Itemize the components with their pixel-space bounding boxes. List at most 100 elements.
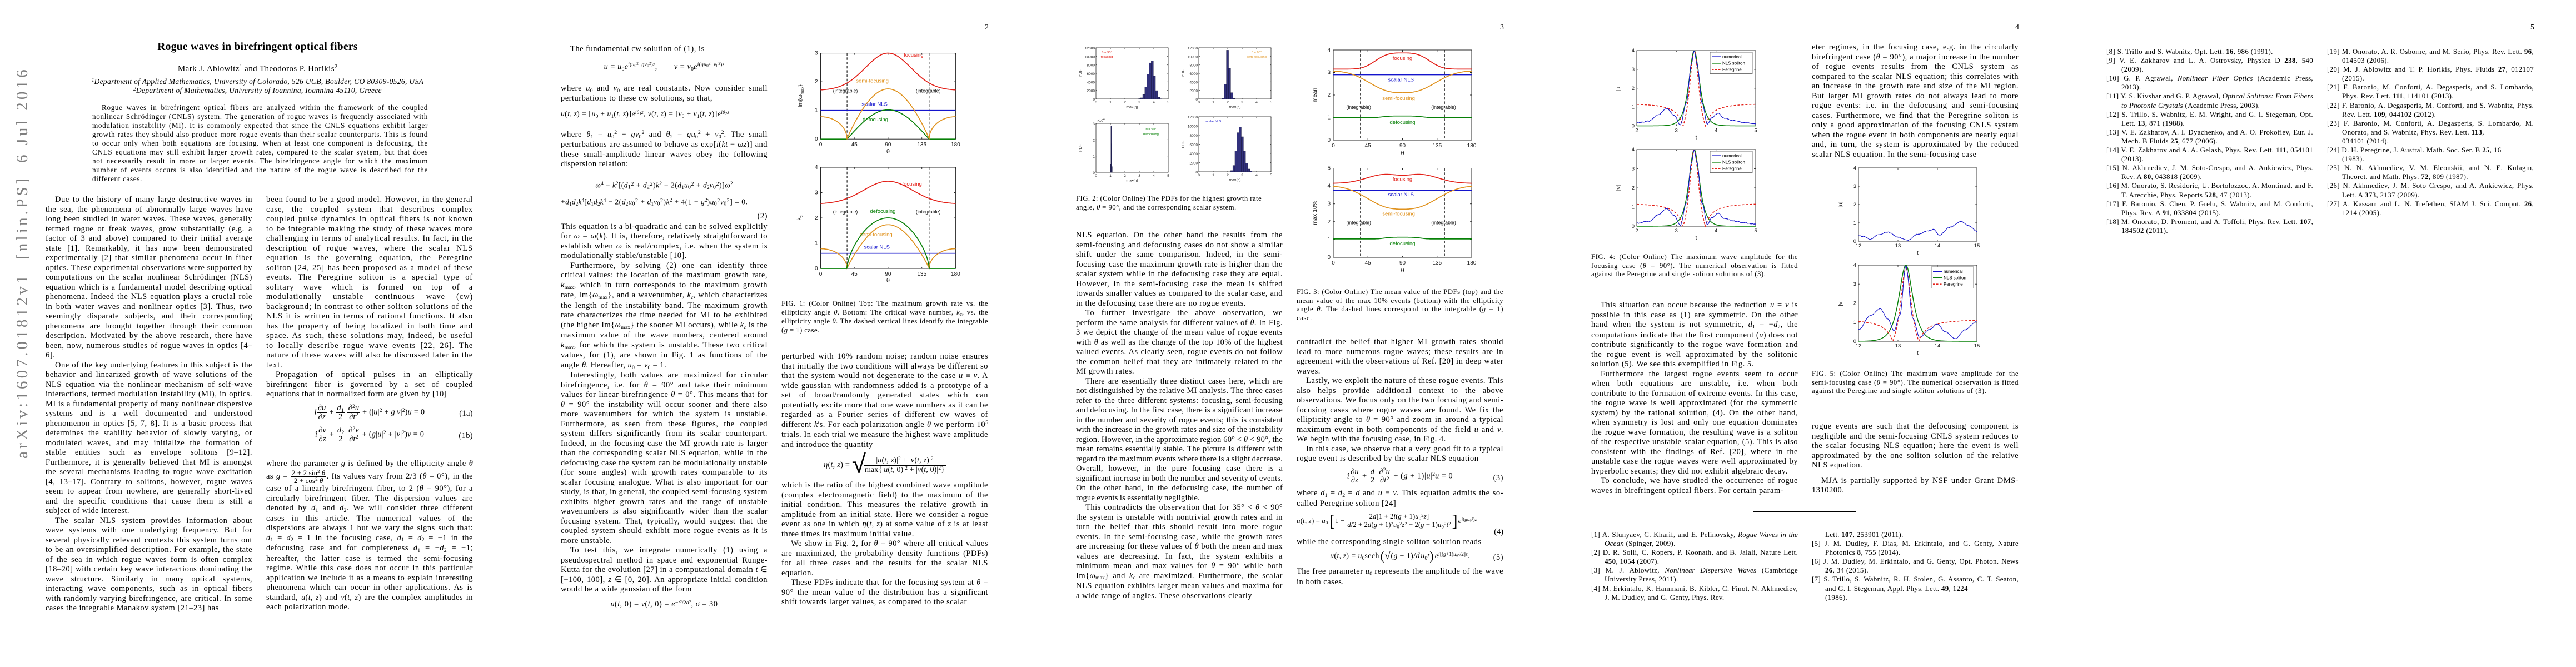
- svg-text:4: 4: [1632, 48, 1635, 54]
- svg-text:0: 0: [1632, 223, 1635, 230]
- svg-text:t: t: [1917, 250, 1919, 256]
- svg-text:4000: 4000: [1087, 81, 1095, 84]
- svg-text:defocusing: defocusing: [1390, 120, 1416, 126]
- svg-text:10000: 10000: [1188, 125, 1198, 129]
- svg-text:Im{ωmax}: Im{ωmax}: [797, 84, 805, 108]
- svg-text:12000: 12000: [1085, 47, 1095, 51]
- svg-text:1: 1: [1853, 320, 1856, 326]
- svg-text:5: 5: [1754, 228, 1757, 234]
- svg-text:(integrable): (integrable): [1346, 220, 1371, 226]
- svg-text:14: 14: [1935, 243, 1941, 249]
- svg-text:45: 45: [851, 271, 858, 277]
- svg-text:1: 1: [815, 241, 818, 247]
- svg-text:2: 2: [1853, 202, 1856, 208]
- svg-text:180: 180: [951, 142, 960, 148]
- svg-text:max{η}: max{η}: [1126, 106, 1138, 109]
- svg-text:5: 5: [1167, 174, 1169, 178]
- svg-text:14: 14: [1935, 343, 1941, 349]
- svg-text:8000: 8000: [1190, 134, 1198, 138]
- svg-text:max 10%: max 10%: [1312, 201, 1318, 225]
- svg-text:2: 2: [1632, 185, 1635, 191]
- svg-text:2: 2: [815, 215, 818, 221]
- svg-text:4000: 4000: [1190, 152, 1198, 156]
- svg-text:scalar NLS: scalar NLS: [1388, 77, 1413, 83]
- svg-text:2000: 2000: [1190, 162, 1198, 166]
- svg-text:max{η}: max{η}: [1126, 179, 1138, 183]
- svg-text:PDF: PDF: [1079, 144, 1083, 152]
- svg-text:45: 45: [1365, 260, 1372, 266]
- svg-text:3: 3: [1241, 101, 1243, 104]
- svg-text:12: 12: [1856, 243, 1862, 249]
- svg-text:3: 3: [815, 190, 818, 196]
- svg-text:1: 1: [1093, 155, 1095, 159]
- svg-text:90: 90: [885, 271, 891, 277]
- svg-text:θ = 90°: θ = 90°: [1145, 128, 1156, 131]
- svg-text:Peregrine: Peregrine: [1722, 166, 1742, 171]
- svg-text:0: 0: [1198, 173, 1200, 177]
- svg-text:0: 0: [1853, 238, 1856, 245]
- svg-text:5: 5: [1167, 101, 1169, 104]
- svg-text:defocusing: defocusing: [1143, 133, 1159, 136]
- svg-text:0: 0: [815, 136, 818, 142]
- svg-text:2: 2: [1124, 174, 1126, 178]
- svg-text:135: 135: [1432, 143, 1442, 149]
- svg-text:defocusing: defocusing: [870, 208, 896, 215]
- svg-text:90: 90: [885, 142, 891, 148]
- svg-text:2: 2: [1227, 173, 1229, 177]
- svg-text:13: 13: [1895, 343, 1901, 349]
- svg-text:1: 1: [1632, 205, 1635, 211]
- svg-text:3: 3: [1632, 166, 1635, 172]
- svg-text:3: 3: [1632, 67, 1635, 73]
- svg-text:1: 1: [1109, 174, 1112, 178]
- svg-text:135: 135: [1432, 260, 1442, 266]
- svg-text:0: 0: [1327, 255, 1331, 261]
- svg-text:2: 2: [1327, 219, 1331, 225]
- svg-text:kc: kc: [796, 215, 804, 220]
- svg-text:2: 2: [1853, 301, 1856, 307]
- svg-text:1: 1: [1327, 237, 1331, 243]
- svg-text:4000: 4000: [1190, 81, 1198, 84]
- svg-text:15: 15: [1974, 343, 1980, 349]
- svg-text:12000: 12000: [1188, 116, 1198, 120]
- svg-text:semi-focusing: semi-focusing: [856, 78, 889, 84]
- svg-text:PDF: PDF: [1079, 69, 1083, 77]
- svg-text:8000: 8000: [1087, 64, 1095, 68]
- svg-text:3: 3: [1853, 281, 1856, 287]
- svg-text:45: 45: [851, 142, 858, 148]
- svg-text:2: 2: [815, 79, 818, 85]
- svg-text:5: 5: [1270, 101, 1272, 104]
- svg-text:0: 0: [1198, 101, 1200, 104]
- svg-text:4: 4: [1255, 101, 1258, 104]
- svg-text:0: 0: [1632, 123, 1635, 130]
- svg-text:12: 12: [1856, 343, 1862, 349]
- svg-text:1: 1: [1327, 115, 1331, 121]
- svg-text:θ: θ: [886, 148, 890, 155]
- svg-text:semi-focusing: semi-focusing: [860, 232, 893, 238]
- svg-text:4: 4: [1715, 228, 1717, 234]
- svg-text:numerical: numerical: [1944, 269, 1963, 274]
- svg-text:semi-focusing: semi-focusing: [1247, 56, 1267, 59]
- svg-text:0: 0: [815, 266, 818, 272]
- svg-text:Peregrine: Peregrine: [1944, 282, 1963, 287]
- svg-text:defocusing: defocusing: [1390, 241, 1416, 247]
- svg-text:90: 90: [1399, 143, 1406, 149]
- svg-text:Peregrine: Peregrine: [1722, 67, 1742, 72]
- svg-text:0: 0: [1095, 174, 1097, 178]
- svg-text:focusing: focusing: [1393, 56, 1412, 62]
- svg-text:|u|: |u|: [1837, 201, 1844, 207]
- svg-text:10000: 10000: [1085, 55, 1095, 59]
- svg-text:1: 1: [1632, 104, 1635, 111]
- svg-text:(integrable): (integrable): [1346, 104, 1371, 110]
- svg-text:2: 2: [1632, 86, 1635, 92]
- svg-text:6000: 6000: [1190, 143, 1198, 147]
- svg-text:0: 0: [1332, 260, 1335, 266]
- svg-text:2: 2: [1093, 138, 1095, 142]
- svg-text:3: 3: [1327, 201, 1331, 207]
- svg-text:(integrable): (integrable): [916, 88, 941, 94]
- svg-text:θ: θ: [1401, 150, 1404, 157]
- svg-text:2: 2: [1635, 228, 1638, 234]
- svg-text:3: 3: [1853, 183, 1856, 190]
- svg-text:NLS soliton: NLS soliton: [1722, 160, 1745, 165]
- svg-text:4: 4: [1715, 128, 1717, 134]
- svg-text:5: 5: [1270, 173, 1272, 177]
